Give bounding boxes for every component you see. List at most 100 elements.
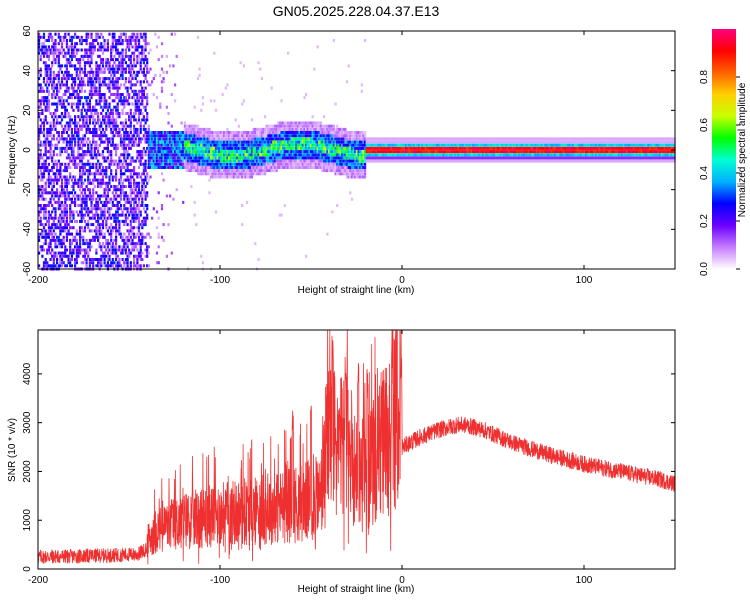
heatmap-cell [93, 112, 96, 115]
heatmap-cell [38, 77, 41, 81]
heatmap-cell [106, 77, 109, 81]
heatmap-cell [301, 150, 304, 154]
heatmap-cell [195, 124, 198, 128]
heatmap-cell [167, 137, 170, 141]
heatmap-cell [101, 210, 105, 214]
heatmap-cell [82, 115, 85, 119]
heatmap-cell [229, 140, 232, 144]
heatmap-cell [301, 166, 304, 169]
heatmap-cell [82, 229, 85, 233]
heatmap-cell [236, 175, 239, 179]
heatmap-cell [232, 150, 236, 154]
heatmap-cell [49, 226, 52, 230]
heatmap-cell [88, 216, 91, 220]
heatmap-cell [137, 54, 141, 58]
heatmap-cell [309, 146, 313, 150]
heatmap-cell [193, 134, 196, 138]
heatmap-cell [252, 134, 255, 138]
heatmap-cell [174, 166, 177, 169]
heatmap-cell [131, 245, 134, 249]
heatmap-cell [391, 143, 394, 147]
heatmap-cell [87, 175, 90, 179]
heatmap-cell [49, 197, 52, 201]
heatmap-cell [142, 115, 145, 119]
heatmap-cell [124, 169, 127, 173]
heatmap-cell [262, 159, 265, 163]
heatmap-cell [98, 197, 101, 201]
heatmap-cell [133, 32, 136, 36]
heatmap-cell [72, 134, 75, 138]
heatmap-cell [352, 162, 355, 166]
heatmap-cell [386, 137, 390, 141]
heatmap-cell [198, 143, 201, 147]
heatmap-cell [272, 140, 275, 144]
heatmap-cell [160, 153, 164, 157]
heatmap-cell [119, 169, 123, 173]
heatmap-cell [337, 146, 340, 150]
heatmap-cell [65, 45, 68, 49]
heatmap-cell [83, 39, 87, 42]
heatmap-cell [344, 134, 347, 138]
heatmap-cell [137, 185, 141, 188]
heatmap-cell [142, 219, 145, 223]
heatmap-cell [98, 245, 101, 249]
heatmap-cell [165, 140, 168, 144]
heatmap-cell [326, 124, 329, 128]
heatmap-cell [97, 204, 100, 207]
heatmap-cell [336, 169, 339, 173]
heatmap-cell [79, 194, 82, 198]
heatmap-cell [79, 89, 82, 93]
heatmap-cell [136, 172, 139, 176]
heatmap-cell [83, 229, 87, 233]
heatmap-cell [347, 140, 350, 144]
heatmap-cell [115, 153, 118, 157]
heatmap-cell [106, 200, 109, 204]
heatmap-cell [65, 175, 68, 179]
heatmap-cell [264, 137, 267, 141]
heatmap-cell [52, 48, 55, 52]
heatmap-cell [249, 156, 252, 160]
heatmap-cell [195, 137, 198, 141]
heatmap-cell [92, 223, 95, 227]
heatmap-cell [65, 42, 68, 46]
heatmap-cell [83, 96, 87, 100]
heatmap-cell [295, 166, 298, 169]
heatmap-cell [123, 248, 126, 252]
heatmap-cell [236, 153, 239, 157]
heatmap-cell [357, 150, 360, 154]
heatmap-cell [123, 178, 126, 182]
heatmap-cell [283, 150, 286, 154]
heatmap-cell [92, 178, 95, 182]
heatmap-cell [383, 153, 386, 157]
heatmap-cell [370, 156, 373, 160]
heatmap-cell [49, 32, 52, 36]
heatmap-cell [336, 159, 339, 163]
heatmap-cell [201, 150, 204, 154]
heatmap-cell [254, 131, 257, 134]
heatmap-cell [93, 89, 96, 93]
heatmap-cell [142, 191, 145, 195]
heatmap-cell [370, 159, 373, 163]
heatmap-cell [336, 156, 339, 160]
heatmap-cell [62, 131, 65, 134]
heatmap-cell [146, 191, 149, 195]
heatmap-cell [116, 108, 119, 112]
heatmap-cell [131, 137, 134, 141]
heatmap-cell [93, 258, 96, 261]
heatmap-cell [275, 146, 278, 150]
heatmap-cell [193, 131, 196, 134]
heatmap-cell [360, 172, 363, 176]
heatmap-cell [285, 162, 288, 166]
heatmap-cell [64, 191, 67, 195]
heatmap-cell [72, 194, 75, 198]
heatmap-cell [303, 150, 306, 154]
heatmap-cell [362, 166, 365, 169]
heatmap-cell [110, 156, 113, 160]
heatmap-cell [133, 61, 136, 65]
heatmap-cell [347, 153, 350, 157]
heatmap-cell [144, 32, 147, 36]
heatmap-cell [141, 232, 144, 236]
heatmap-cell [246, 137, 249, 141]
heatmap-cell [300, 159, 303, 163]
heatmap-cell [219, 140, 222, 144]
